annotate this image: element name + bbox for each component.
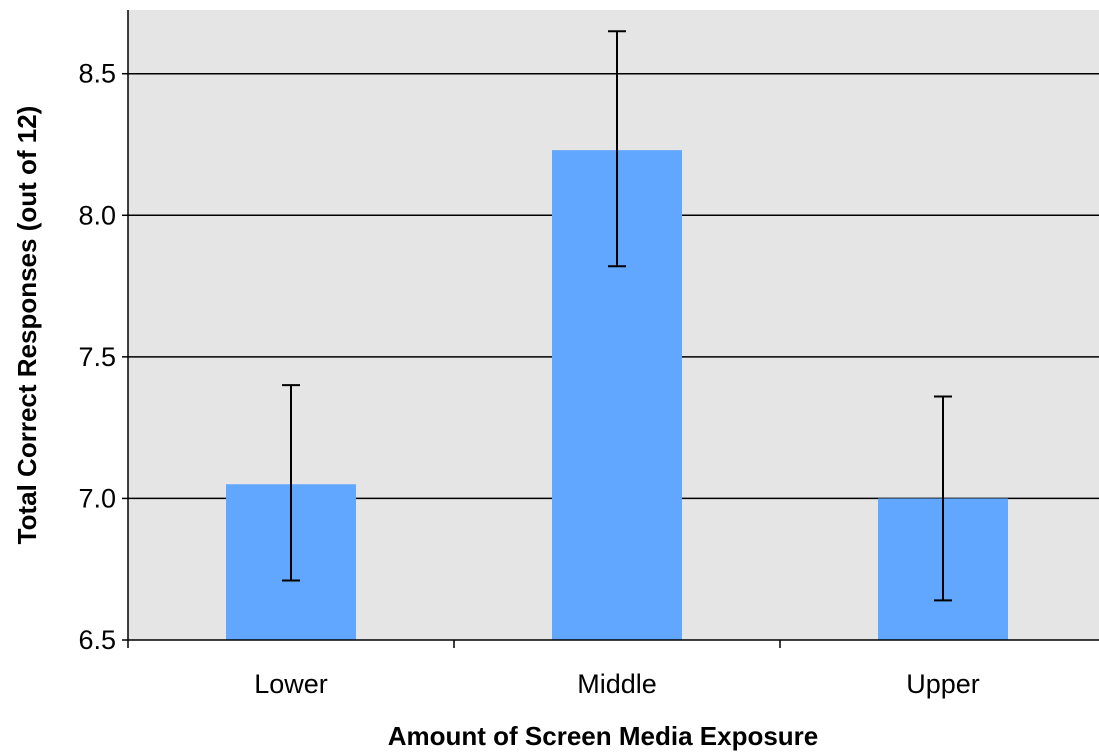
y-tick-label: 8.0: [78, 200, 116, 230]
x-tick-label: Upper: [906, 669, 980, 699]
y-tick-label: 8.5: [78, 59, 116, 89]
y-tick-label: 7.0: [78, 483, 116, 513]
x-axis-title: Amount of Screen Media Exposure: [388, 721, 819, 751]
y-tick-label: 7.5: [78, 342, 116, 372]
y-tick-labels: 6.5 7.0 7.5 8.0 8.5: [78, 59, 116, 655]
y-tick-label: 6.5: [78, 625, 116, 655]
error-bar-series: [282, 30, 952, 602]
axes: [122, 10, 1099, 648]
x-tick-labels: Lower Middle Upper: [254, 669, 980, 699]
x-tick-label: Lower: [254, 669, 328, 699]
x-tick-label: Middle: [577, 669, 657, 699]
y-axis-title: Total Correct Responses (out of 12): [12, 106, 42, 545]
